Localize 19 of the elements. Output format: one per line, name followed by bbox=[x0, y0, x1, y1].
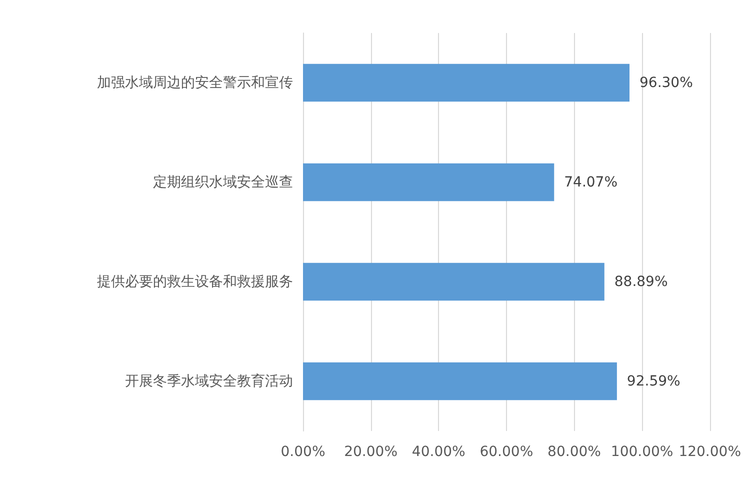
data-label: 74.07% bbox=[564, 174, 618, 190]
bar bbox=[303, 163, 554, 202]
data-label: 96.30% bbox=[640, 74, 693, 91]
x-tick-label: 0.00% bbox=[280, 444, 326, 460]
bar bbox=[303, 262, 604, 301]
bar bbox=[303, 362, 617, 400]
data-label: 88.89% bbox=[614, 274, 668, 290]
data-label: 92.59% bbox=[626, 373, 680, 390]
x-tick-label: 80.00% bbox=[548, 444, 601, 460]
bar bbox=[303, 64, 630, 102]
x-tick-label: 60.00% bbox=[480, 444, 534, 460]
y-tick-label: 加强水域周边的安全警示和宣传 bbox=[97, 74, 293, 91]
x-tick-label: 40.00% bbox=[412, 444, 466, 460]
y-tick-label: 开展冬季水域安全教育活动 bbox=[125, 372, 293, 390]
x-tick-label: 20.00% bbox=[344, 444, 398, 460]
x-tick-label: 120.00% bbox=[678, 444, 742, 460]
x-tick-label: 100.00% bbox=[610, 444, 674, 460]
y-tick-label: 定期组织水域安全巡查 bbox=[153, 174, 293, 190]
y-tick-label: 提供必要的救生设备和救援服务 bbox=[97, 274, 293, 290]
